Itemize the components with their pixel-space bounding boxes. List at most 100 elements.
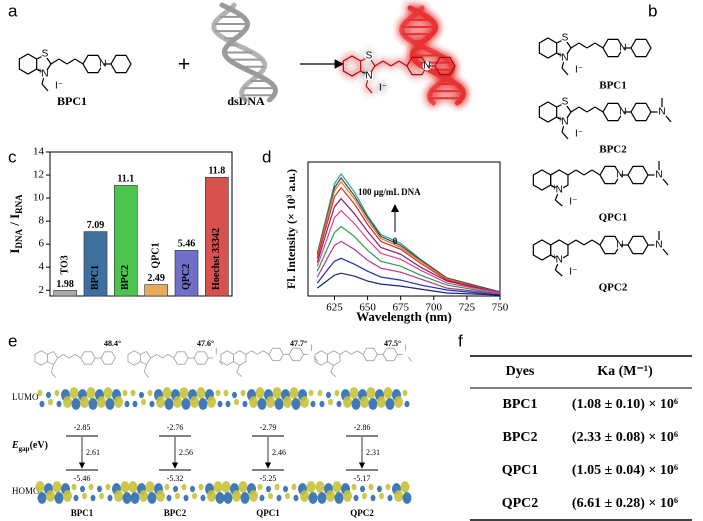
orbital-lobe xyxy=(156,490,165,502)
orbital-lobe xyxy=(351,398,361,410)
orbital-lobe xyxy=(190,485,195,493)
x-tick-label: 700 xyxy=(426,302,443,314)
bond xyxy=(50,372,56,378)
bond xyxy=(583,169,593,176)
table-header: Ka (M⁻¹) xyxy=(597,364,653,379)
bond xyxy=(58,58,68,65)
bond xyxy=(339,350,346,355)
orbital-lobe xyxy=(114,490,123,502)
orbital-lobe xyxy=(368,483,374,491)
orbital-lobe xyxy=(310,400,316,408)
bond xyxy=(578,106,588,113)
ring xyxy=(326,350,341,366)
orbital-lobe xyxy=(223,389,229,397)
orbital-lobe xyxy=(179,387,189,399)
orbital-lobe xyxy=(370,494,376,502)
label-part: E xyxy=(11,440,19,451)
orbital-lobe xyxy=(122,389,128,397)
orbital-lobe xyxy=(240,492,250,504)
charge: + xyxy=(557,114,563,126)
orbital-lobe xyxy=(283,396,292,408)
bond xyxy=(50,58,60,65)
bond xyxy=(69,354,76,359)
bond xyxy=(74,58,84,65)
atom-label: S xyxy=(366,51,373,62)
orbital-lobe xyxy=(69,387,79,399)
orbital-lobe xyxy=(196,387,206,399)
orbital-lobe xyxy=(88,398,98,410)
spectrum-line xyxy=(316,197,501,294)
label-part: (eV) xyxy=(30,440,48,451)
bond xyxy=(236,372,243,378)
ring xyxy=(173,351,189,365)
bond xyxy=(146,357,152,365)
orbital-lobe xyxy=(48,398,53,406)
bond xyxy=(382,60,392,67)
ring xyxy=(630,38,652,58)
bond xyxy=(390,60,400,67)
bond xyxy=(345,350,352,355)
orbital-lobe xyxy=(130,492,140,504)
y-tick-label: 10 xyxy=(33,192,45,204)
spectrum-line xyxy=(316,225,501,295)
orbital-lobe xyxy=(317,492,327,504)
atom-label: S xyxy=(562,97,569,108)
orbital-lobe xyxy=(293,494,299,502)
ring xyxy=(434,56,456,76)
orbital-lobe xyxy=(149,400,155,408)
bond xyxy=(570,106,580,113)
charge: + xyxy=(551,252,557,264)
orbital-lobe xyxy=(385,398,395,410)
orbital-lobe xyxy=(173,396,182,408)
bond xyxy=(575,239,585,246)
orbital-lobe xyxy=(385,483,391,491)
bond xyxy=(66,58,76,65)
gap-energy: 2.46 xyxy=(272,448,286,457)
geometry xyxy=(314,344,413,378)
row-label: HOMO xyxy=(12,486,40,496)
annotation: 100 μg/mL DNA xyxy=(358,187,421,197)
value-label: 2.49 xyxy=(147,273,165,284)
dye-structure: SN+I⁻N N xyxy=(538,97,672,140)
value-label: 5.46 xyxy=(178,239,196,250)
orbital-lobe xyxy=(291,398,301,410)
atom-label: N xyxy=(365,71,372,82)
orbital-lobe xyxy=(181,398,191,410)
orbital-lobe xyxy=(334,389,340,397)
x-axis-label: Wavelength (nm) xyxy=(356,309,452,324)
orbital-lobe xyxy=(207,396,216,408)
orbital-lobe xyxy=(366,387,376,399)
bar xyxy=(174,250,199,297)
egap-label: Egap(eV) xyxy=(11,440,48,452)
orbital-lobe xyxy=(349,387,359,399)
orbital-lobe xyxy=(387,494,393,502)
plot-frame xyxy=(49,151,233,297)
bond xyxy=(356,350,364,355)
lumo-energy: -2.86 xyxy=(354,423,371,432)
bar xyxy=(53,290,77,297)
orbital-lobe xyxy=(215,389,221,397)
orbital-lobe xyxy=(141,398,146,406)
y-tick-label: 2 xyxy=(39,284,45,296)
bond xyxy=(262,350,270,355)
charge: + xyxy=(557,50,563,62)
orbital-lobe xyxy=(37,389,43,397)
orbital-lobe xyxy=(207,490,216,502)
atom-label: N xyxy=(658,107,665,118)
bond xyxy=(251,350,258,355)
orbital-lobe xyxy=(328,398,333,406)
atom-label: N xyxy=(561,117,568,128)
bond xyxy=(41,83,49,92)
dye-structure: SN+I⁻N xyxy=(538,33,652,76)
orbital-lobe xyxy=(232,490,241,502)
bond xyxy=(47,351,54,355)
orbital-lobe xyxy=(139,490,148,502)
orbital-lobe xyxy=(319,400,325,408)
atom-bg xyxy=(364,51,374,61)
dye-label: BPC1 xyxy=(57,94,87,108)
table-cell: (1.08 ± 0.10) × 10⁶ xyxy=(572,397,678,412)
orbital-lobe xyxy=(164,483,170,491)
bond xyxy=(570,42,580,49)
atom-bg xyxy=(554,185,564,195)
orbital-lobe xyxy=(46,490,55,502)
